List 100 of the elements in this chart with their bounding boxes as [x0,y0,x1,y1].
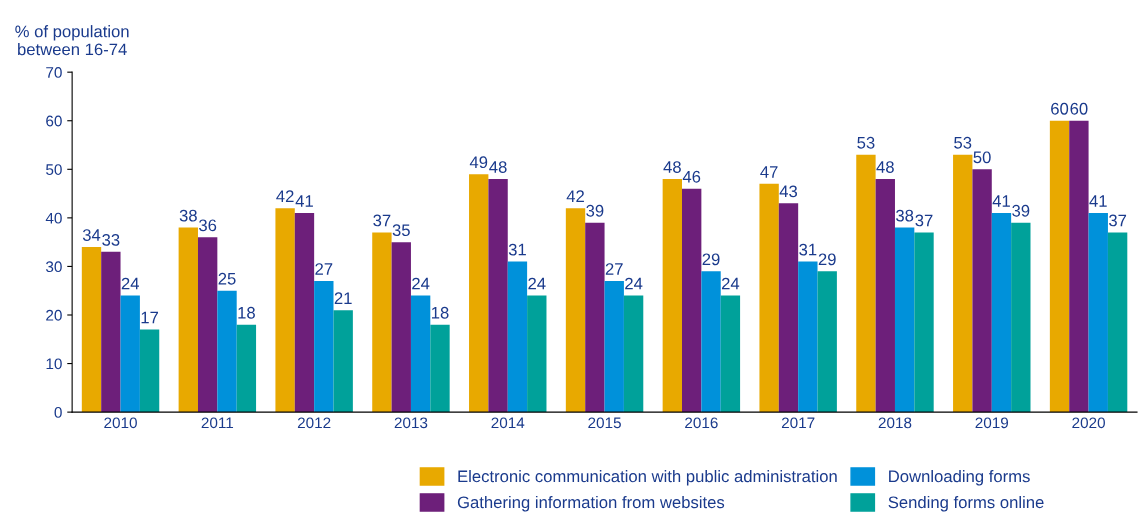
bar [623,295,644,413]
data-label: 31 [799,243,817,256]
bar [372,232,392,413]
bar [914,232,934,413]
data-label: 39 [1012,204,1030,217]
bar [585,222,605,413]
bar [720,295,741,413]
data-label: 17 [141,311,159,324]
legend-label: Downloading forms [889,470,1030,486]
bar [294,213,315,413]
bar [1069,120,1089,413]
bar [701,271,721,413]
bar [507,261,528,413]
x-tick-label: 2018 [878,417,912,429]
data-label: 60 [1051,102,1069,115]
data-label: 33 [102,233,120,246]
bar [527,295,547,413]
bar [101,251,121,413]
data-label: 24 [721,277,740,290]
bar [236,324,257,413]
bar [120,295,140,413]
y-tick-label: 50 [46,164,62,175]
data-label: 18 [431,306,449,319]
data-label: 50 [973,151,991,164]
data-label: 35 [392,224,410,237]
bar [217,290,237,413]
bar [817,271,837,413]
x-tick-label: 2011 [201,417,234,429]
legend-label: Gathering information from websites [457,495,725,512]
y-tick-label: 20 [46,309,62,321]
bar [1107,232,1128,413]
data-label: 21 [334,292,352,304]
data-label: 24 [121,277,139,290]
bar [798,261,818,413]
data-label: 31 [508,243,526,256]
y-tick-label: 60 [46,115,62,127]
bar [333,310,353,413]
x-tick-label: 2015 [588,417,621,429]
data-label: 37 [1108,214,1127,227]
legend-label: Electronic communication with public administration [458,470,837,486]
data-label: 38 [896,209,914,222]
data-label: 48 [876,161,894,173]
data-label: 37 [373,214,391,227]
y-tick-label: 40 [45,212,62,224]
data-label: 24 [412,277,430,290]
data-label: 34 [82,229,101,241]
data-label: 29 [818,253,836,266]
bar [1088,213,1108,413]
bar [488,179,508,413]
bar [682,188,702,413]
bar [139,329,160,413]
bar [1011,222,1031,413]
legend-label: Sending forms online [888,495,1044,512]
bar [410,295,431,413]
data-label: 29 [702,253,720,266]
bar [856,154,876,413]
bar [662,179,682,413]
data-label: 18 [238,306,255,319]
data-label: 53 [857,136,875,149]
x-tick-label: 2016 [685,417,718,429]
bar [953,154,973,413]
data-label: 53 [954,136,972,149]
data-label: 38 [179,209,197,222]
data-label: 25 [218,272,236,285]
bar [565,208,586,413]
data-label: 41 [295,195,313,207]
data-label: 41 [992,195,1010,207]
bar [875,179,895,413]
data-label: 41 [1089,195,1107,207]
bar [759,183,779,413]
bar [469,174,489,413]
bar [972,169,992,413]
y-tick-label: 30 [46,261,62,273]
data-label: 47 [760,166,778,178]
data-label: 46 [682,170,701,183]
bar [178,227,198,413]
x-tick-label: 2014 [491,417,525,429]
data-label: 42 [566,190,584,202]
x-tick-label: 2020 [1072,417,1105,429]
bar [314,281,334,413]
data-label: 27 [315,263,333,275]
x-tick-label: 2012 [297,417,331,429]
bar [778,203,799,413]
x-tick-label: 2017 [781,417,815,429]
y-tick-label: 0 [54,406,62,418]
y-tick-label: 10 [46,358,62,370]
bar [81,247,102,413]
bar [1049,120,1070,413]
data-label: 60 [1070,102,1088,115]
data-label: 24 [528,277,546,290]
data-label: 48 [489,161,507,173]
bar [894,227,915,413]
x-tick-label: 2010 [104,417,137,429]
data-label: 48 [663,161,681,173]
bar [197,237,218,413]
data-label: 49 [469,156,488,169]
data-label: 27 [605,263,623,275]
y-tick-label: 70 [46,67,62,78]
bar [430,324,450,413]
bar [604,281,624,413]
